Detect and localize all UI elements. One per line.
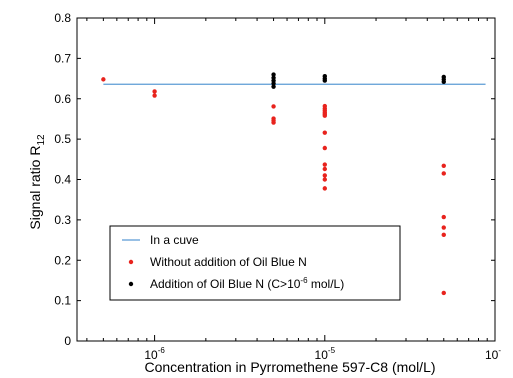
y-tick-label: 0.8 (54, 11, 71, 25)
x-tick-exponent: - (498, 346, 501, 355)
point-with-oil-blue (322, 78, 327, 83)
legend-label-addition-main: Addition of Oil Blue N (C>10 (150, 277, 301, 291)
y-axis-title-main: Signal ratio R (27, 146, 43, 230)
point-without-oil-blue (441, 214, 446, 220)
x-axis-title: Concentration in Pyrromethene 597-C8 (mo… (144, 359, 435, 375)
point-without-oil-blue (271, 120, 276, 125)
point-without-oil-blue (322, 130, 327, 135)
point-without-oil-blue (322, 166, 327, 172)
y-tick-label: 0 (64, 334, 71, 348)
legend-label-without: Without addition of Oil Blue N (150, 255, 307, 269)
x-tick-label: 10- (485, 346, 501, 362)
point-without-oil-blue (152, 93, 157, 98)
point-without-oil-blue (322, 186, 327, 191)
y-tick-label: 0.5 (54, 132, 71, 146)
point-without-oil-blue (322, 173, 327, 178)
x-tick-exponent: -6 (158, 346, 166, 355)
y-tick-label: 0.6 (54, 92, 71, 106)
point-without-oil-blue (322, 113, 327, 118)
point-without-oil-blue (152, 89, 157, 94)
legend-swatch-black (128, 281, 134, 287)
legend: In a cuve Without addition of Oil Blue N… (109, 225, 401, 301)
point-without-oil-blue (271, 104, 276, 109)
point-with-oil-blue (271, 81, 276, 86)
x-tick-exponent: -5 (328, 346, 336, 355)
x-tick-base: 10 (485, 348, 499, 362)
x-tick-label: 10-5 (315, 346, 336, 362)
legend-label-addition: Addition of Oil Blue N (C>10-6 mol/L) (150, 276, 344, 291)
legend-swatch-red (128, 259, 134, 265)
point-with-oil-blue (271, 84, 276, 89)
point-without-oil-blue (441, 290, 446, 296)
point-without-oil-blue (441, 163, 446, 168)
legend-label-addition-suffix: mol/L) (308, 277, 345, 291)
point-without-oil-blue (101, 77, 106, 82)
point-without-oil-blue (441, 232, 446, 238)
y-tick-label: 0.1 (54, 294, 71, 308)
x-tick-label: 10-6 (144, 346, 165, 362)
series-layer (101, 72, 486, 296)
x-tick-base: 10 (315, 348, 329, 362)
legend-box (109, 225, 401, 301)
y-tick-label: 0.3 (54, 213, 71, 227)
y-axis-title-subscript: 12 (36, 134, 47, 146)
legend-label-addition-sup: -6 (300, 276, 308, 285)
point-with-oil-blue (271, 72, 276, 77)
point-with-oil-blue (441, 79, 446, 84)
y-axis: 0 0.1 0.2 0.3 0.4 0.5 0.6 0.7 0.8 (54, 11, 495, 348)
point-without-oil-blue (322, 162, 327, 167)
point-without-oil-blue (322, 145, 327, 151)
y-tick-label: 0.7 (54, 51, 71, 65)
point-without-oil-blue (441, 171, 446, 176)
point-without-oil-blue (441, 225, 446, 230)
legend-label-cuve: In a cuve (150, 233, 199, 247)
x-axis: 10-6 10-5 10- (86, 18, 501, 362)
x-tick-base: 10 (144, 348, 158, 362)
point-without-oil-blue (322, 177, 327, 182)
y-axis-title: Signal ratio R12 (27, 134, 47, 230)
y-tick-label: 0.2 (54, 253, 71, 267)
y-tick-label: 0.4 (54, 173, 71, 187)
